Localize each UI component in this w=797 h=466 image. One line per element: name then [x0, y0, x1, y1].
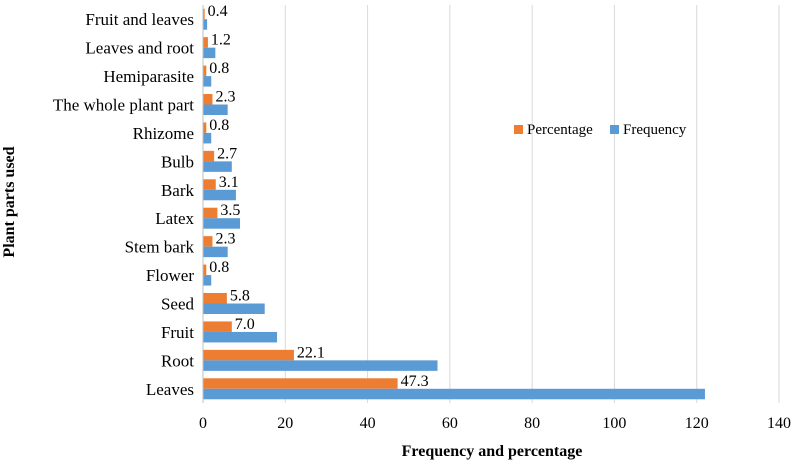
data-label-root: 22.1 [297, 344, 325, 361]
x-tick-20: 20 [277, 415, 293, 432]
bar-frequency-leaves [203, 388, 705, 400]
category-label-leaves: Leaves [146, 380, 194, 399]
category-label-bulb: Bulb [161, 152, 194, 171]
bar-frequency-seed [203, 303, 265, 314]
data-label-the-whole-plant-part: 2.3 [215, 89, 235, 106]
legend: Percentage Frequency [514, 122, 687, 138]
data-label-stem-bark: 2.3 [215, 231, 235, 248]
bar-percentage-stem-bark [203, 236, 213, 247]
x-tick-40: 40 [360, 415, 376, 432]
x-tick-80: 80 [524, 415, 540, 432]
bar-percentage-bulb [203, 150, 215, 162]
bar-percentage-root [203, 349, 294, 361]
bar-frequency-fruit-and-leaves [203, 19, 208, 30]
legend-label-frequency: Frequency [623, 122, 687, 138]
x-tick-60: 60 [442, 415, 458, 432]
data-label-fruit-and-leaves: 0.4 [208, 3, 228, 20]
x-tick-100: 100 [602, 415, 626, 432]
category-label-flower: Flower [146, 266, 195, 285]
bar-percentage-leaves [203, 378, 398, 389]
category-label-fruit: Fruit [161, 323, 194, 342]
bar-percentage-flower [203, 264, 207, 276]
bar-percentage-hemiparasite [203, 65, 207, 77]
category-label-latex: Latex [155, 209, 194, 228]
bar-percentage-leaves-and-root [203, 37, 208, 48]
bars [203, 8, 705, 400]
bar-frequency-bulb [203, 161, 232, 172]
bar-percentage-bark [203, 179, 216, 190]
x-tick-0: 0 [199, 415, 207, 432]
bar-frequency-rhizome [203, 132, 212, 144]
category-label-rhizome: Rhizome [133, 124, 194, 143]
bar-frequency-bark [203, 189, 236, 201]
data-labels: 47.322.17.05.80.82.33.53.12.70.82.30.81.… [208, 3, 429, 390]
bar-frequency-root [203, 360, 438, 371]
bar-frequency-flower [203, 275, 212, 286]
bar-frequency-fruit [203, 331, 278, 343]
x-tick-120: 120 [685, 415, 709, 432]
gridlines [284, 5, 780, 403]
bar-frequency-the-whole-plant-part [203, 104, 228, 115]
bar-percentage-rhizome [203, 122, 207, 133]
category-label-fruit-and-leaves: Fruit and leaves [85, 10, 194, 29]
bar-frequency-leaves-and-root [203, 47, 216, 59]
data-label-latex: 3.5 [220, 202, 240, 219]
category-label-hemiparasite: Hemiparasite [103, 67, 194, 86]
x-tick-labels: 0 20 40 60 80 100 120 140 [199, 415, 791, 432]
bar-percentage-fruit-and-leaves [203, 8, 205, 20]
x-axis-title: Frequency and percentage [402, 443, 583, 460]
data-label-seed: 5.8 [230, 288, 250, 305]
bar-percentage-the-whole-plant-part [203, 94, 213, 105]
category-labels: Leaves Root Fruit Seed Flower Stem bark Latex B… [53, 10, 195, 399]
category-label-seed: Seed [161, 295, 195, 314]
bar-percentage-seed [203, 293, 227, 304]
data-label-leaves-and-root: 1.2 [211, 32, 231, 49]
legend-label-percentage: Percentage [527, 122, 593, 138]
bar-frequency-latex [203, 218, 241, 229]
data-label-leaves: 47.3 [401, 373, 429, 390]
data-label-fruit: 7.0 [235, 316, 255, 333]
legend-swatch-frequency [610, 125, 619, 134]
category-label-root: Root [161, 351, 194, 370]
bar-frequency-stem-bark [203, 246, 228, 258]
bar-frequency-hemiparasite [203, 76, 212, 87]
data-label-bark: 3.1 [219, 174, 239, 191]
category-label-leaves-and-root: Leaves and root [85, 39, 194, 58]
bar-percentage-fruit [203, 321, 232, 332]
category-label-bark: Bark [161, 181, 195, 200]
x-tick-140: 140 [767, 415, 791, 432]
data-label-hemiparasite: 0.8 [209, 60, 229, 77]
legend-swatch-percentage [514, 125, 523, 134]
category-label-the-whole-plant-part: The whole plant part [53, 96, 194, 115]
data-label-bulb: 2.7 [217, 145, 237, 162]
data-label-rhizome: 0.8 [209, 117, 229, 134]
y-axis-title: Plant parts used [1, 146, 18, 257]
data-label-flower: 0.8 [209, 259, 229, 276]
bar-percentage-latex [203, 207, 218, 219]
category-label-stem-bark: Stem bark [125, 238, 195, 257]
